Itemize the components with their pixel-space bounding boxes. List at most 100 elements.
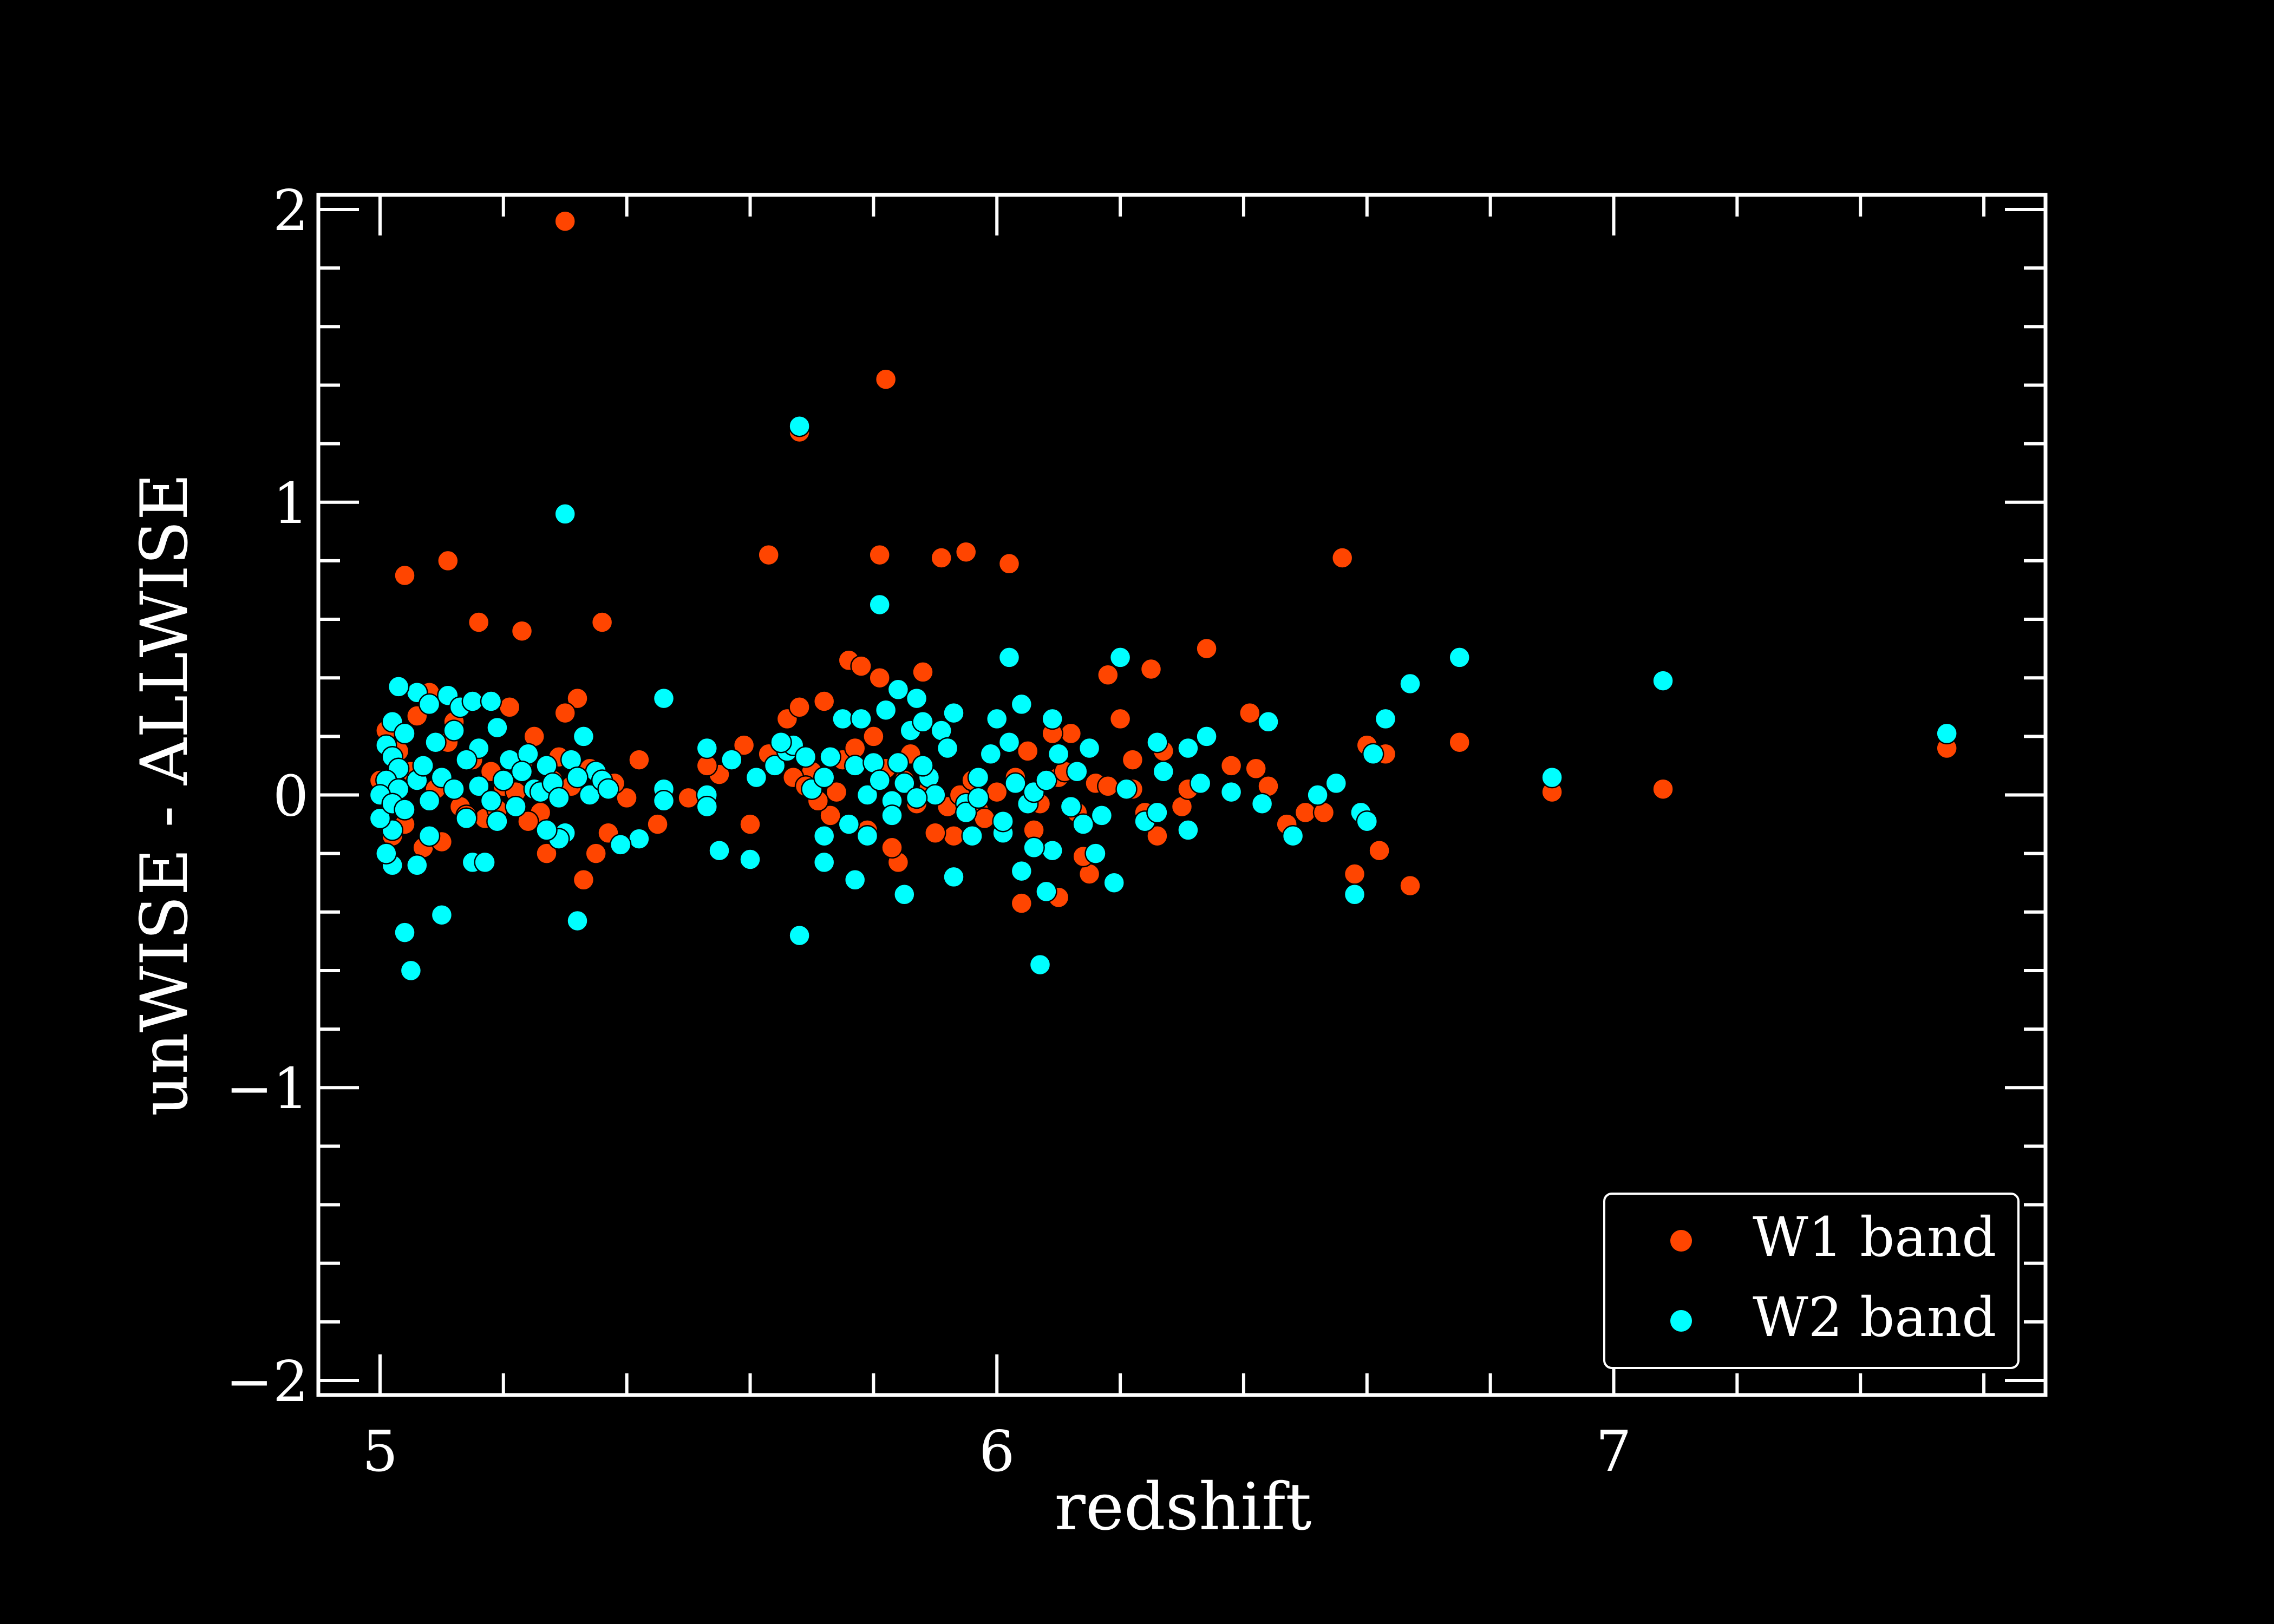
axis-ticks: 5 6 7 2 1 0 −1 −2	[226, 178, 2046, 1484]
data-point	[856, 784, 879, 806]
legend-label-w2: W2 band	[1753, 1286, 1996, 1349]
data-point	[1374, 708, 1397, 730]
data-point	[1368, 839, 1390, 862]
data-point	[874, 699, 897, 721]
data-point	[430, 903, 453, 926]
data-point	[905, 787, 928, 809]
data-point	[1448, 731, 1471, 754]
data-point	[936, 737, 959, 759]
data-point	[1239, 702, 1261, 724]
data-point	[739, 848, 761, 870]
data-point	[739, 813, 761, 835]
data-point	[1306, 784, 1329, 806]
data-point	[1035, 880, 1057, 903]
data-point	[838, 813, 860, 835]
data-point	[1220, 755, 1243, 777]
data-point	[1060, 795, 1082, 818]
data-point	[443, 719, 465, 742]
data-point	[394, 722, 416, 745]
data-point	[992, 810, 1014, 833]
data-point	[1060, 722, 1082, 745]
data-point	[1097, 664, 1119, 686]
data-point	[628, 749, 650, 771]
data-point	[998, 646, 1021, 669]
data-point	[369, 807, 391, 830]
data-point	[1041, 708, 1063, 730]
data-point	[566, 766, 589, 789]
data-point	[868, 769, 891, 791]
data-point	[480, 790, 502, 812]
data-point	[985, 708, 1008, 730]
data-point	[955, 801, 977, 824]
data-point	[1152, 760, 1175, 783]
data-point	[418, 693, 441, 716]
data-point	[893, 883, 916, 906]
data-point	[887, 751, 910, 774]
data-point	[1146, 801, 1168, 824]
legend: W1 band W2 band	[1603, 1193, 2020, 1369]
data-point	[455, 807, 478, 830]
data-point	[517, 810, 539, 833]
data-point	[412, 755, 434, 777]
data-point	[868, 593, 891, 616]
data-point	[467, 611, 490, 633]
data-point	[1084, 842, 1107, 865]
x-tick-label: 7	[1596, 1418, 1631, 1484]
data-point	[1189, 772, 1212, 795]
data-point	[924, 822, 946, 844]
legend-label-w1: W1 band	[1753, 1206, 1996, 1269]
data-point	[535, 819, 558, 841]
data-point	[486, 716, 508, 739]
data-point	[677, 787, 700, 809]
data-point	[467, 775, 490, 797]
data-point	[1541, 766, 1563, 789]
y-tick-label: 0	[273, 763, 309, 829]
data-point	[1331, 547, 1354, 569]
data-point	[1343, 883, 1366, 906]
x-tick-label: 5	[362, 1418, 398, 1484]
data-point	[745, 766, 768, 789]
data-point	[505, 795, 527, 818]
data-point	[566, 687, 589, 710]
data-point	[825, 781, 848, 803]
data-point	[813, 851, 835, 874]
data-point	[943, 702, 965, 724]
data-point	[881, 836, 903, 859]
y-tick-label: −1	[226, 1056, 309, 1122]
data-point	[696, 795, 718, 818]
data-point	[1294, 801, 1317, 824]
data-point	[696, 737, 718, 759]
data-point	[905, 687, 928, 710]
data-point	[721, 749, 743, 771]
data-point	[930, 547, 952, 569]
series-w2-band	[369, 415, 1958, 982]
data-point	[819, 745, 841, 768]
data-point	[1010, 860, 1033, 882]
data-point	[535, 842, 558, 865]
data-point	[554, 503, 576, 525]
data-point	[1078, 737, 1101, 759]
data-point	[912, 711, 934, 733]
data-point	[973, 807, 996, 830]
data-point	[1023, 836, 1045, 859]
data-point	[461, 690, 484, 712]
data-point	[1399, 672, 1421, 695]
data-point	[850, 655, 872, 677]
data-point	[955, 541, 977, 563]
legend-marker-w1	[1670, 1230, 1692, 1252]
data-point	[418, 824, 441, 847]
data-point	[1146, 731, 1168, 754]
data-point	[967, 787, 990, 809]
data-point	[924, 784, 946, 806]
data-point	[794, 745, 817, 768]
data-point	[1652, 670, 1674, 692]
data-point	[1245, 757, 1267, 780]
data-point	[628, 828, 650, 850]
data-point	[1115, 778, 1138, 800]
data-point	[572, 725, 595, 748]
data-point	[943, 866, 965, 888]
data-point	[394, 921, 416, 944]
data-point	[788, 696, 811, 718]
data-point	[1016, 740, 1039, 762]
legend-box	[1603, 1193, 2020, 1369]
